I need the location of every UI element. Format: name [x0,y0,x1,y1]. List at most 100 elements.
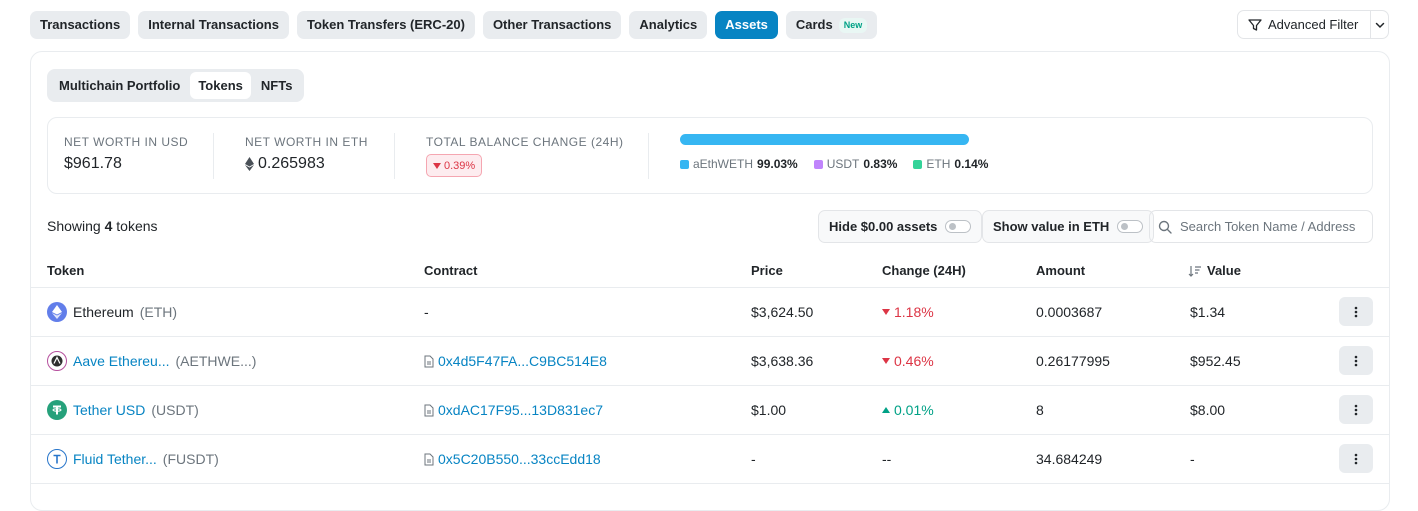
legend-pct: 0.83% [863,157,898,171]
advanced-filter-button[interactable]: Advanced Filter [1238,11,1372,38]
contract-link[interactable]: 0x4d5F47FA...C9BC514E8 [438,353,607,369]
token-cell: Tether USD (USDT) [47,386,199,434]
tab-transactions[interactable]: Transactions [30,11,131,39]
change-cell: 0.46% [882,337,934,385]
tab-cards[interactable]: Cards New [785,11,878,39]
legend-pct: 0.14% [954,157,989,171]
caret-down-icon [882,309,890,315]
net-worth-usd-label: NET WORTH IN USD [64,135,189,149]
subtab-nfts[interactable]: NFTs [260,78,293,93]
hide-zero-assets-label: Hide $0.00 assets [829,219,938,234]
assets-card: Multichain Portfolio Tokens NFTs NET WOR… [30,51,1390,511]
divider [648,133,649,179]
more-options-button[interactable] [1339,395,1373,424]
amount-cell: 0.0003687 [1036,304,1103,320]
table-row: Ethereum (ETH) - $3,624.50 1.18% 0.00036… [31,288,1389,337]
fluid-icon [47,449,67,469]
net-worth-usd: NET WORTH IN USD $961.78 [64,135,188,173]
contract-link[interactable]: 0x5C20B550...33ccEdd18 [438,451,601,467]
divider [394,133,395,179]
search-input[interactable] [1180,219,1370,234]
contract-cell: - [424,304,429,320]
toggle-switch[interactable] [1117,220,1144,233]
token-symbol: (AETHWE...) [175,353,257,369]
show-value-eth-label: Show value in ETH [993,219,1110,234]
token-name-link[interactable]: Tether USD [73,402,146,418]
contract-link[interactable]: 0xdAC17F95...13D831ec7 [438,402,603,418]
token-cell: Fluid Tether... (FUSDT) [47,435,219,483]
net-worth-usd-value: $961.78 [64,155,122,172]
filter-icon [1248,18,1262,31]
legend-item: aEthWETH 99.03% [680,157,798,171]
table-row: Aave Ethereu... (AETHWE...) 0x4d5F47FA..… [31,337,1389,386]
showing-number: 4 [104,218,113,234]
table-row: Fluid Tether... (FUSDT) 0x5C20B550...33c… [31,435,1389,484]
legend-swatch [813,159,823,169]
token-name-link[interactable]: Aave Ethereu... [73,353,170,369]
column-amount: Amount [1036,262,1086,278]
eth-icon [47,302,67,322]
column-price: Price [751,262,783,278]
more-vertical-icon [1354,453,1358,464]
tab-analytics[interactable]: Analytics [629,11,708,39]
more-options-button[interactable] [1339,346,1373,375]
tether-icon [47,400,67,420]
value-cell: $8.00 [1190,402,1226,418]
token-name-link[interactable]: Fluid Tether... [73,451,157,467]
more-options-button[interactable] [1339,444,1373,473]
showing-count: Showing 4 tokens [47,218,158,234]
token-symbol: (FUSDT) [162,451,219,467]
legend-name: aEthWETH [693,157,754,171]
show-value-eth-toggle[interactable]: Show value in ETH [982,210,1155,243]
legend-item: ETH 0.14% [913,157,988,171]
search-icon [1158,220,1172,234]
contract-cell: 0x5C20B550...33ccEdd18 [424,435,601,483]
change-value: 1.18% [894,304,934,320]
top-nav: Transactions Internal Transactions Token… [30,11,878,39]
column-value[interactable]: Value [1188,253,1241,288]
value-cell: $952.45 [1190,353,1241,369]
toggle-switch[interactable] [945,220,972,233]
value-cell: - [1190,451,1195,467]
legend-item: USDT 0.83% [813,157,898,171]
asset-subtabs: Multichain Portfolio Tokens NFTs [47,69,305,102]
legend-swatch [913,159,923,169]
tab-assets[interactable]: Assets [715,11,778,39]
more-vertical-icon [1354,355,1358,366]
document-icon [424,404,434,416]
distribution-legend: aEthWETH 99.03% USDT 0.83% ETH 0.14% [680,157,988,171]
tab-token-transfers[interactable]: Token Transfers (ERC-20) [296,11,475,39]
hide-zero-assets-toggle[interactable]: Hide $0.00 assets [818,210,983,243]
document-icon [424,355,434,367]
more-options-button[interactable] [1339,297,1373,326]
price-cell: $3,624.50 [751,304,814,320]
net-worth-eth-label: NET WORTH IN ETH [245,135,368,149]
contract-cell: 0xdAC17F95...13D831ec7 [424,386,603,434]
tab-internal-transactions[interactable]: Internal Transactions [138,11,289,39]
document-icon [424,453,434,465]
change-cell: 0.01% [882,386,934,434]
aave-icon [47,351,67,371]
change-value: 0.46% [894,353,934,369]
price-cell: $1.00 [751,402,787,418]
sort-icon[interactable] [1188,265,1202,277]
net-worth-eth: NET WORTH IN ETH 0.265983 [245,135,368,173]
net-worth-eth-value: 0.265983 [258,155,325,172]
amount-cell: 0.26177995 [1036,353,1110,369]
tab-other-transactions[interactable]: Other Transactions [482,11,622,39]
portfolio-summary: NET WORTH IN USD $961.78 NET WORTH IN ET… [47,117,1373,194]
price-cell: $3,638.36 [751,353,814,369]
legend-name: ETH [926,157,951,171]
amount-cell: 34.684249 [1036,451,1103,467]
subtab-tokens[interactable]: Tokens [190,72,251,99]
token-symbol: (ETH) [139,304,178,320]
eth-diamond-icon [245,157,254,171]
advanced-filter-dropdown[interactable] [1371,11,1388,38]
subtab-multichain-portfolio[interactable]: Multichain Portfolio [59,78,181,93]
caret-down-icon [882,358,890,364]
balance-change-label: TOTAL BALANCE CHANGE (24H) [426,135,624,149]
column-contract: Contract [424,262,478,278]
caret-up-icon [882,407,890,413]
token-search [1149,210,1373,243]
legend-name: USDT [826,157,860,171]
